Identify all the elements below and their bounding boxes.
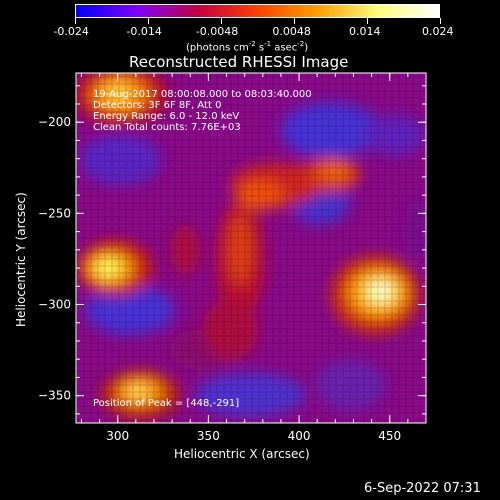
annotation-peak: Position of Peak = [448,-291] [93,398,240,409]
colorbar-tick-label: 0.014 [349,25,381,38]
colorbar-tick-mark [75,18,76,24]
colorbar-tick-label: 0.0048 [272,25,311,38]
footer-date: 6-Sep-2022 07:31 [364,481,481,496]
y-tick-label: −350 [38,389,71,403]
colorbar-tick-label: -0.024 [53,25,89,38]
y-tick-label: −300 [38,298,71,312]
y-axis-label: Heliocentric Y (arcsec) [14,192,28,327]
colorbar-tick-label: 0.024 [422,25,454,38]
colorbar-tick-mark [367,18,368,24]
colorbar-tick-mark [221,18,222,24]
x-tick-label: 400 [288,429,311,443]
annotation-energy: Energy Range: 6.0 - 12.0 keV [93,111,240,122]
annotation-detectors: Detectors: 3F 6F 8F, Att 0 [93,100,222,111]
annotation-time: 19-Aug-2017 08:00:08.000 to 08:03:40.000 [93,89,312,100]
colorbar-tick-mark [148,18,149,24]
x-tick-label: 450 [378,429,401,443]
chart-title: Reconstructed RHESSI Image [129,53,349,71]
colorbar-tick-mark [440,18,441,24]
x-axis-label: Heliocentric X (arcsec) [174,447,310,461]
heatmap-image [76,73,426,423]
colorbar-tick-label: -0.014 [126,25,162,38]
y-tick-label: −200 [38,115,71,129]
x-tick-label: 300 [106,429,129,443]
x-tick-label: 350 [197,429,220,443]
colorbar-unit-label: (photons cm-2 s-1 asec-2) [186,40,309,54]
colorbar-tick-mark [294,18,295,24]
colorbar-gradient [76,5,439,17]
axis-ticks: 300 350 400 450 −200 −250 −300 −350 [38,73,427,443]
y-tick-label: −250 [38,206,71,220]
colorbar-tick-label: -0.0048 [195,25,239,38]
colorbar [75,4,440,18]
annotation-clean: Clean Total counts: 7.76E+03 [93,122,241,133]
plot-frame [75,72,427,424]
